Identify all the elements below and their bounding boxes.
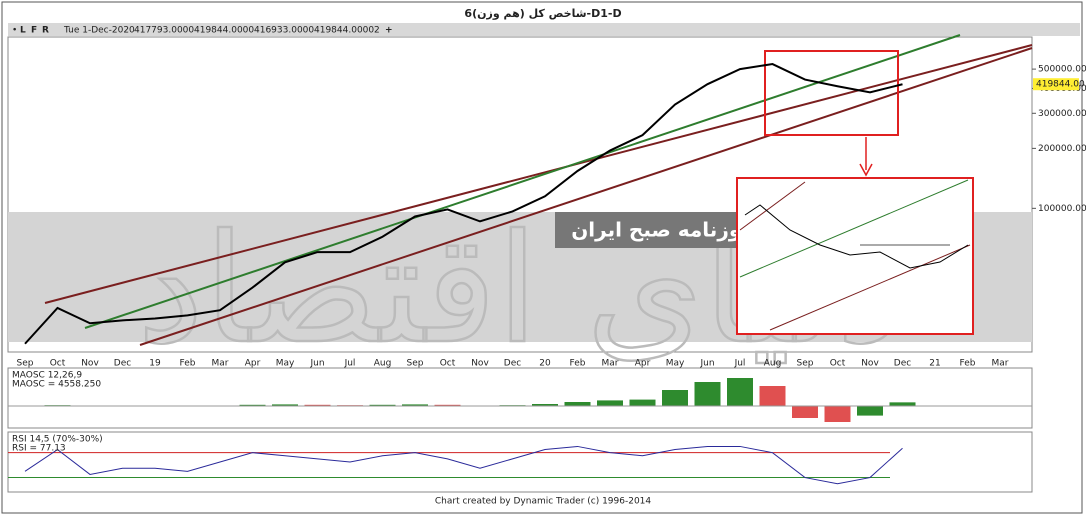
x-tick-label: Sep <box>797 359 814 369</box>
toolbar-item: R <box>42 26 49 36</box>
x-tick-label: 19 <box>149 359 161 369</box>
toolbar-field: 2 <box>374 26 380 36</box>
toolbar-field: 417793.0000 <box>134 26 194 36</box>
price-line <box>24 63 903 345</box>
inset-line <box>769 244 971 331</box>
x-tick-label: Nov <box>861 359 879 369</box>
toolbar-item: F <box>31 26 37 36</box>
bar <box>532 404 558 406</box>
bar <box>889 402 916 406</box>
x-tick-label: Sep <box>17 359 34 369</box>
toolbar-field: 419844.0000 <box>314 26 374 36</box>
toolbar-dot: • <box>12 26 17 36</box>
x-tick-label: Feb <box>960 359 976 369</box>
toolbar <box>8 23 1080 36</box>
bar <box>727 378 753 406</box>
toolbar-plus: + <box>385 26 393 36</box>
watermark-box <box>555 212 770 248</box>
x-tick-label: Jun <box>309 359 324 369</box>
bar <box>564 402 591 406</box>
bar <box>402 404 428 406</box>
bar <box>369 404 396 406</box>
inset-line <box>739 181 806 231</box>
x-tick-label: Feb <box>180 359 196 369</box>
y-tick-label: 200000.00 <box>1038 144 1086 154</box>
x-tick-label: Dec <box>504 359 521 369</box>
inset-line <box>739 179 969 278</box>
indicator-title: MAOSC 12,26,9 <box>12 371 82 381</box>
x-tick-label: Oct <box>440 359 456 369</box>
x-tick-label: Nov <box>81 359 99 369</box>
x-tick-label: Aug <box>374 359 392 369</box>
x-tick-label: Nov <box>471 359 489 369</box>
x-tick-label: Mar <box>602 359 619 369</box>
inset-price <box>744 204 969 269</box>
channel-line <box>139 47 1033 346</box>
bar <box>272 404 298 406</box>
x-tick-label: Apr <box>245 359 261 369</box>
x-tick-label: May <box>276 359 295 369</box>
bar <box>857 406 883 416</box>
zoom-inset <box>736 177 974 335</box>
x-tick-label: Mar <box>992 359 1009 369</box>
zoom-arrow <box>859 137 873 177</box>
price-line <box>24 445 903 485</box>
x-tick-label: Oct <box>50 359 66 369</box>
watermark: روزنامه صبح ایران <box>571 218 753 242</box>
x-tick-label: 20 <box>539 359 551 369</box>
indicator-readout: RSI = 77.13 <box>12 444 66 454</box>
x-tick-label: Mar <box>212 359 229 369</box>
channel-line <box>84 34 961 329</box>
chart-title: شاخص کل (هم وزن)6-D1-D <box>464 7 621 20</box>
y-tick-label: 300000.00 <box>1038 109 1086 119</box>
bar <box>824 406 851 422</box>
y-tick-label: 100000.00 <box>1038 204 1086 214</box>
zoom-box <box>764 50 899 136</box>
bar <box>694 382 721 406</box>
bar <box>792 406 818 418</box>
bar <box>239 404 266 406</box>
y-tick-label: 500000.00 <box>1038 65 1086 75</box>
x-tick-label: Oct <box>830 359 846 369</box>
footer: Chart created by Dynamic Trader (c) 1996… <box>435 497 652 507</box>
toolbar-field: 416933.0000 <box>254 26 314 36</box>
toolbar-date: Tue 1-Dec-2020 <box>63 26 135 36</box>
rsi-panel <box>7 431 1033 493</box>
toolbar-field: 419844.0000 <box>194 26 254 36</box>
x-tick-label: Jul <box>734 359 746 369</box>
x-tick-label: Jul <box>344 359 356 369</box>
bar <box>662 390 688 406</box>
bar <box>629 399 656 406</box>
x-tick-label: May <box>666 359 685 369</box>
channel-line <box>44 44 1033 304</box>
x-tick-label: Dec <box>894 359 911 369</box>
x-tick-label: Aug <box>764 359 782 369</box>
x-tick-label: Jun <box>699 359 714 369</box>
x-tick-label: Sep <box>407 359 424 369</box>
bar <box>434 404 461 406</box>
x-tick-label: 21 <box>929 359 940 369</box>
indicator-title: RSI 14,5 (70%-30%) <box>12 435 103 445</box>
last-price-box <box>1033 78 1079 91</box>
last-price-label: 419844.00 <box>1036 80 1085 90</box>
x-tick-label: Apr <box>635 359 651 369</box>
maosc-panel <box>7 367 1033 429</box>
indicator-readout: MAOSC = 4558.250 <box>12 380 101 390</box>
toolbar-item: L <box>20 26 26 36</box>
bar <box>304 404 331 406</box>
bar <box>597 400 623 406</box>
x-tick-label: Dec <box>114 359 131 369</box>
x-tick-label: Feb <box>570 359 586 369</box>
bar <box>759 386 786 406</box>
